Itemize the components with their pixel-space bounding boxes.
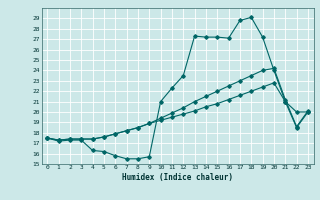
X-axis label: Humidex (Indice chaleur): Humidex (Indice chaleur) — [122, 173, 233, 182]
